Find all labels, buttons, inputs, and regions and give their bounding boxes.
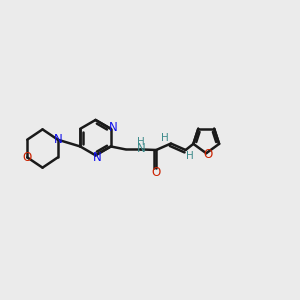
Text: O: O bbox=[22, 151, 32, 164]
Text: O: O bbox=[203, 148, 212, 160]
Text: H: H bbox=[160, 133, 168, 143]
Text: H: H bbox=[137, 137, 145, 147]
Text: N: N bbox=[136, 142, 145, 155]
Text: N: N bbox=[53, 133, 62, 146]
Text: N: N bbox=[93, 151, 101, 164]
Text: H: H bbox=[186, 151, 194, 161]
Text: O: O bbox=[152, 166, 161, 179]
Text: N: N bbox=[109, 121, 118, 134]
